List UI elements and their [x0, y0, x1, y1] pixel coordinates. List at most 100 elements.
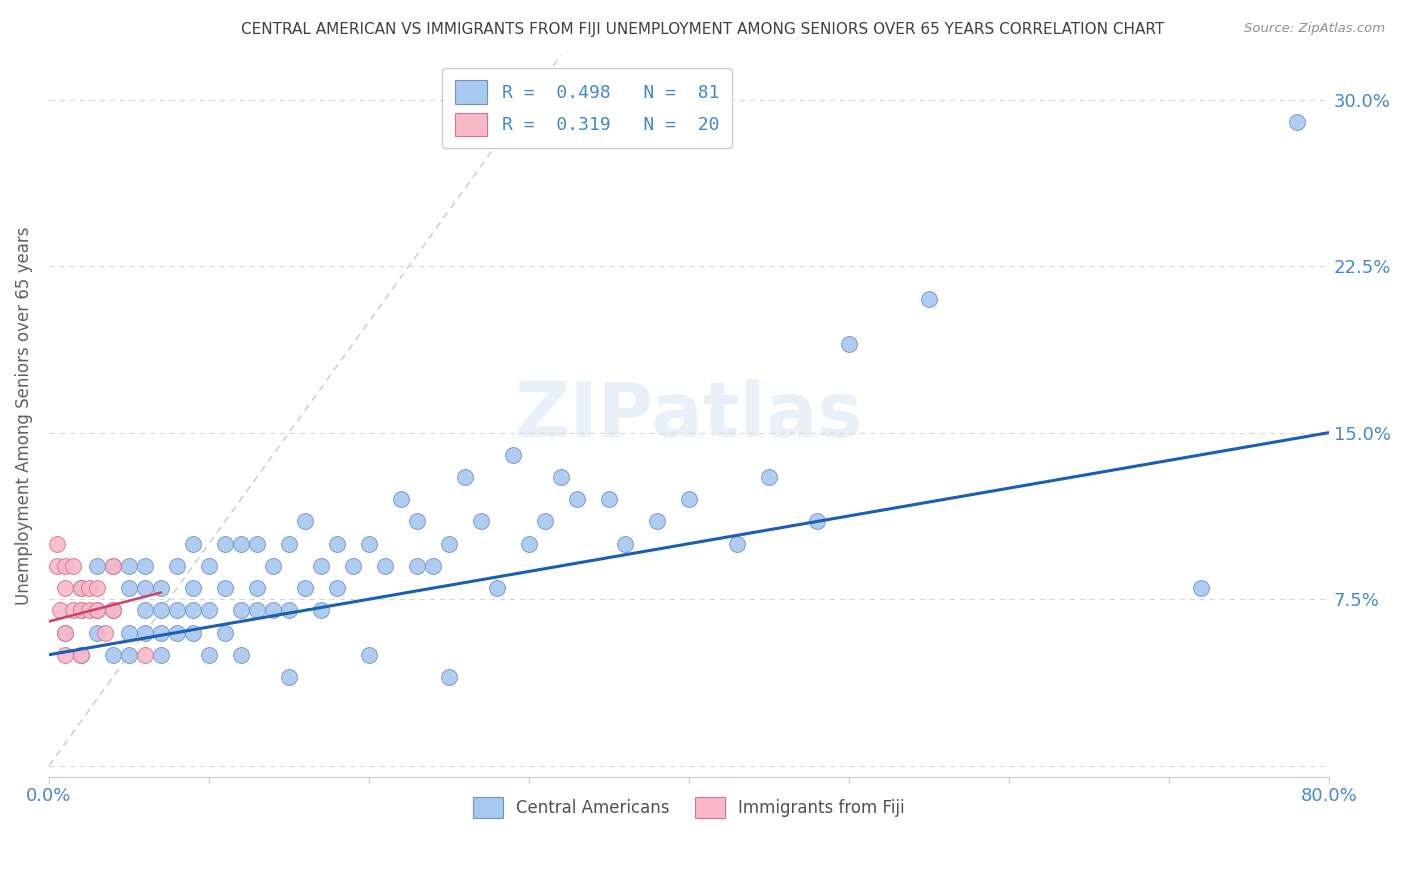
Point	[70, 648, 93, 662]
Point	[118, 625, 141, 640]
Point	[278, 603, 301, 617]
Point	[565, 492, 588, 507]
Point	[806, 515, 828, 529]
Point	[1285, 115, 1308, 129]
Point	[550, 470, 572, 484]
Text: CENTRAL AMERICAN VS IMMIGRANTS FROM FIJI UNEMPLOYMENT AMONG SENIORS OVER 65 YEAR: CENTRAL AMERICAN VS IMMIGRANTS FROM FIJI…	[242, 22, 1164, 37]
Point	[53, 581, 76, 595]
Point	[262, 558, 284, 573]
Point	[437, 670, 460, 684]
Point	[198, 603, 221, 617]
Point	[77, 603, 100, 617]
Point	[181, 537, 204, 551]
Point	[101, 558, 124, 573]
Point	[94, 625, 117, 640]
Point	[46, 537, 69, 551]
Point	[149, 625, 172, 640]
Point	[326, 537, 349, 551]
Point	[118, 648, 141, 662]
Point	[278, 670, 301, 684]
Point	[101, 648, 124, 662]
Point	[246, 581, 269, 595]
Point	[70, 581, 93, 595]
Point	[70, 581, 93, 595]
Point	[294, 581, 316, 595]
Point	[181, 581, 204, 595]
Point	[53, 558, 76, 573]
Point	[422, 558, 444, 573]
Point	[406, 515, 429, 529]
Point	[918, 293, 941, 307]
Point	[134, 581, 156, 595]
Point	[357, 648, 380, 662]
Point	[101, 603, 124, 617]
Point	[374, 558, 396, 573]
Point	[149, 581, 172, 595]
Point	[134, 625, 156, 640]
Point	[198, 558, 221, 573]
Point	[70, 648, 93, 662]
Point	[77, 581, 100, 595]
Legend: Central Americans, Immigrants from Fiji: Central Americans, Immigrants from Fiji	[464, 789, 912, 826]
Point	[86, 581, 108, 595]
Point	[70, 603, 93, 617]
Point	[53, 648, 76, 662]
Point	[166, 558, 188, 573]
Point	[342, 558, 364, 573]
Point	[389, 492, 412, 507]
Point	[101, 558, 124, 573]
Point	[1189, 581, 1212, 595]
Point	[53, 625, 76, 640]
Text: ZIPatlas: ZIPatlas	[515, 379, 863, 453]
Point	[134, 603, 156, 617]
Point	[181, 603, 204, 617]
Point	[309, 603, 332, 617]
Point	[517, 537, 540, 551]
Point	[278, 537, 301, 551]
Point	[134, 648, 156, 662]
Point	[246, 603, 269, 617]
Point	[229, 537, 252, 551]
Point	[485, 581, 508, 595]
Point	[437, 537, 460, 551]
Point	[166, 603, 188, 617]
Point	[101, 603, 124, 617]
Point	[214, 537, 236, 551]
Point	[86, 625, 108, 640]
Point	[53, 625, 76, 640]
Point	[613, 537, 636, 551]
Point	[214, 581, 236, 595]
Point	[294, 515, 316, 529]
Point	[198, 648, 221, 662]
Point	[838, 336, 860, 351]
Point	[118, 558, 141, 573]
Point	[645, 515, 668, 529]
Point	[62, 603, 84, 617]
Point	[725, 537, 748, 551]
Point	[678, 492, 700, 507]
Point	[598, 492, 620, 507]
Point	[229, 603, 252, 617]
Point	[46, 558, 69, 573]
Point	[49, 603, 72, 617]
Point	[502, 448, 524, 462]
Point	[470, 515, 492, 529]
Point	[86, 558, 108, 573]
Point	[181, 625, 204, 640]
Point	[534, 515, 557, 529]
Point	[454, 470, 477, 484]
Point	[86, 603, 108, 617]
Point	[149, 648, 172, 662]
Point	[262, 603, 284, 617]
Point	[118, 581, 141, 595]
Point	[149, 603, 172, 617]
Text: Source: ZipAtlas.com: Source: ZipAtlas.com	[1244, 22, 1385, 36]
Point	[134, 558, 156, 573]
Point	[62, 558, 84, 573]
Point	[86, 603, 108, 617]
Point	[229, 648, 252, 662]
Point	[246, 537, 269, 551]
Point	[309, 558, 332, 573]
Point	[166, 625, 188, 640]
Point	[326, 581, 349, 595]
